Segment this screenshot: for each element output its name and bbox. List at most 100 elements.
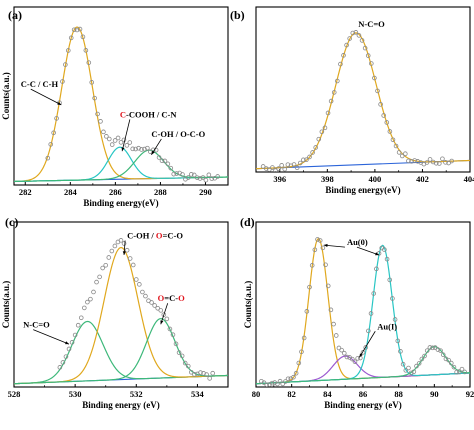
data-point bbox=[97, 274, 102, 280]
data-point bbox=[264, 382, 269, 387]
fit-component-2 bbox=[14, 246, 228, 385]
panel-label: (d) bbox=[240, 215, 255, 229]
data-point bbox=[210, 370, 216, 376]
axes-frame bbox=[13, 6, 229, 186]
plot-area bbox=[256, 237, 470, 387]
arrow-head bbox=[57, 101, 62, 105]
data-point bbox=[341, 53, 346, 58]
data-point bbox=[197, 176, 203, 181]
data-point bbox=[112, 138, 118, 143]
data-point bbox=[335, 78, 340, 84]
data-point bbox=[293, 370, 299, 376]
data-point bbox=[349, 356, 355, 362]
x-tick-label: 90 bbox=[430, 389, 439, 399]
data-point bbox=[68, 35, 74, 41]
data-point bbox=[331, 90, 337, 95]
data-point bbox=[362, 45, 368, 51]
data-point bbox=[437, 161, 442, 166]
data-point bbox=[307, 284, 312, 290]
data-point bbox=[179, 353, 185, 359]
data-point bbox=[384, 256, 390, 262]
x-tick-label: 286 bbox=[109, 187, 122, 197]
x-tick-label: 84 bbox=[323, 389, 332, 399]
arrow-head bbox=[375, 252, 380, 256]
data-point bbox=[182, 360, 188, 366]
data-point bbox=[92, 95, 97, 101]
data-point bbox=[109, 248, 115, 254]
data-point bbox=[424, 348, 430, 353]
data-point bbox=[106, 136, 112, 142]
data-point bbox=[291, 374, 296, 380]
annotation-1: C-C / C-H bbox=[21, 79, 59, 89]
data-point bbox=[161, 312, 167, 317]
data-point bbox=[140, 289, 145, 295]
data-point bbox=[294, 165, 300, 170]
y-axis-title: Counts(a.u.) bbox=[1, 72, 11, 120]
data-point bbox=[133, 277, 139, 282]
data-point bbox=[310, 150, 315, 155]
data-point bbox=[155, 306, 160, 311]
x-tick-label: 534 bbox=[191, 389, 205, 399]
data-point bbox=[66, 346, 72, 352]
data-point bbox=[356, 33, 362, 38]
fit-component-3 bbox=[14, 318, 228, 385]
panel-a: (a) 282 284 286 288 290 Binding energy(eV) Coun… bbox=[1, 6, 229, 208]
data-point bbox=[60, 79, 65, 84]
data-point bbox=[200, 175, 206, 180]
data-point bbox=[412, 158, 417, 163]
data-point bbox=[406, 158, 411, 164]
data-point bbox=[192, 372, 197, 377]
data-point bbox=[414, 363, 419, 369]
data-point bbox=[369, 61, 374, 66]
fit-component-1 bbox=[256, 32, 470, 170]
data-point bbox=[273, 168, 278, 172]
data-point bbox=[375, 88, 380, 94]
data-point bbox=[360, 350, 366, 355]
data-point bbox=[94, 279, 99, 285]
data-point bbox=[384, 120, 390, 125]
data-point bbox=[95, 111, 100, 117]
data-point bbox=[168, 165, 174, 171]
data-point bbox=[158, 308, 164, 313]
data-point bbox=[304, 309, 310, 314]
data-point bbox=[45, 155, 51, 161]
data-point bbox=[331, 321, 336, 327]
data-point bbox=[317, 238, 323, 243]
data-point bbox=[416, 361, 422, 366]
data-point bbox=[100, 265, 105, 271]
data-point bbox=[339, 347, 344, 353]
data-point bbox=[399, 153, 405, 159]
data-point bbox=[328, 98, 334, 104]
x-tick-label: 396 bbox=[273, 174, 286, 184]
data-point bbox=[170, 332, 176, 338]
annotation-2: Au(I) bbox=[377, 321, 397, 331]
annotation-arrow bbox=[30, 88, 62, 106]
data-point bbox=[304, 157, 309, 163]
data-point bbox=[387, 129, 393, 134]
data-point bbox=[291, 162, 297, 167]
x-tick-label: 88 bbox=[394, 389, 403, 399]
x-tick-label: 284 bbox=[64, 187, 78, 197]
data-point bbox=[328, 307, 334, 313]
x-tick-label: 80 bbox=[252, 389, 261, 399]
data-point bbox=[78, 315, 84, 321]
data-point bbox=[60, 360, 66, 365]
data-point bbox=[282, 166, 288, 172]
annotation-arrow bbox=[356, 246, 380, 256]
x-tick-label: 402 bbox=[416, 174, 429, 184]
arrow-head bbox=[359, 353, 363, 358]
data-point bbox=[301, 335, 307, 341]
data-point bbox=[372, 75, 377, 81]
data-point bbox=[443, 356, 449, 362]
data-point bbox=[462, 369, 467, 375]
data-point bbox=[88, 296, 93, 302]
data-point bbox=[171, 171, 177, 177]
data-point bbox=[299, 349, 304, 355]
data-point bbox=[456, 369, 462, 374]
x-tick-label: 82 bbox=[287, 389, 296, 399]
data-point bbox=[325, 283, 331, 289]
data-point bbox=[130, 262, 136, 268]
data-point bbox=[198, 370, 203, 375]
data-point bbox=[301, 157, 306, 163]
data-point bbox=[296, 360, 302, 366]
